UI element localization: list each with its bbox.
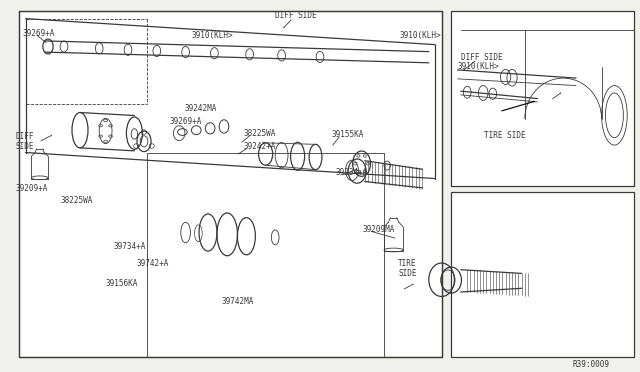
Bar	[451, 11, 634, 186]
Text: TIRE
SIDE: TIRE SIDE	[398, 259, 417, 278]
Text: DIFF
SIDE: DIFF SIDE	[16, 132, 35, 151]
Text: 38225WA: 38225WA	[61, 196, 93, 205]
Text: 39209+A: 39209+A	[16, 185, 49, 193]
Text: 3910(KLH>: 3910(KLH>	[400, 31, 442, 40]
Text: 39734+A: 39734+A	[114, 242, 147, 251]
Text: DIFF SIDE: DIFF SIDE	[461, 53, 502, 62]
Text: DIFF SIDE: DIFF SIDE	[275, 12, 317, 20]
Text: 39742MA: 39742MA	[221, 297, 254, 306]
Text: 39242+A: 39242+A	[243, 142, 276, 151]
Bar	[19, 11, 442, 357]
Text: 39742+A: 39742+A	[136, 259, 169, 267]
Text: 3910(KLH>: 3910(KLH>	[458, 62, 499, 71]
Text: 39156KA: 39156KA	[106, 279, 138, 288]
Text: 39234+A: 39234+A	[336, 169, 369, 177]
Text: 39269+A: 39269+A	[170, 117, 202, 126]
Text: 39242MA: 39242MA	[184, 104, 217, 113]
Text: 3910(KLH>: 3910(KLH>	[192, 31, 234, 40]
Bar	[451, 192, 634, 357]
Text: R39:0009: R39:0009	[573, 360, 610, 369]
Text: TIRE SIDE: TIRE SIDE	[484, 131, 526, 140]
Text: 39209MA: 39209MA	[363, 225, 396, 234]
Text: 39269+A: 39269+A	[22, 29, 55, 38]
Text: 39155KA: 39155KA	[332, 130, 364, 139]
Text: 38225WA: 38225WA	[243, 129, 276, 138]
